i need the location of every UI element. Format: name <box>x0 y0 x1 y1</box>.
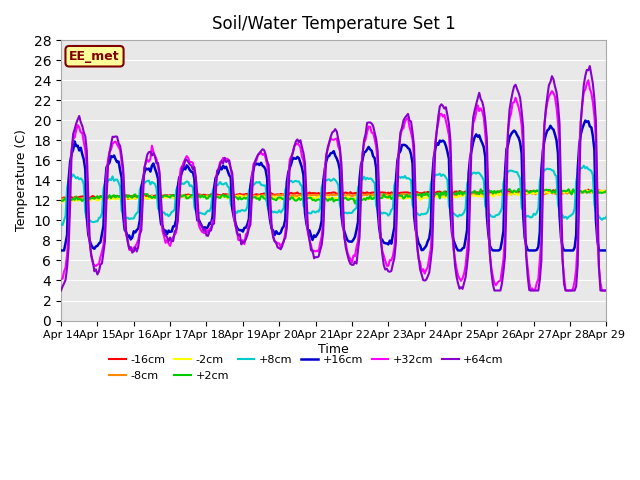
-2cm <box>398 194 406 200</box>
+32cm <box>538 237 545 242</box>
Line: +16cm: +16cm <box>61 120 607 251</box>
+8cm <box>387 207 395 213</box>
+2cm <box>369 196 377 202</box>
+8cm <box>57 221 65 227</box>
+16cm <box>57 248 65 253</box>
-16cm <box>398 190 406 196</box>
-2cm <box>368 196 376 202</box>
+64cm <box>386 269 394 275</box>
-16cm <box>536 188 543 194</box>
+8cm <box>369 179 377 184</box>
+8cm <box>399 175 407 180</box>
-16cm <box>57 196 65 202</box>
-2cm <box>386 195 394 201</box>
-8cm <box>601 188 609 193</box>
X-axis label: Time: Time <box>318 343 349 356</box>
+16cm <box>536 229 543 235</box>
-16cm <box>603 188 611 193</box>
Text: EE_met: EE_met <box>69 50 120 63</box>
+8cm <box>59 222 67 228</box>
+64cm <box>159 221 166 227</box>
+16cm <box>368 148 376 154</box>
+64cm <box>603 288 611 293</box>
+8cm <box>160 209 168 215</box>
-2cm <box>603 188 611 193</box>
+2cm <box>159 194 166 200</box>
+2cm <box>603 188 611 194</box>
+32cm <box>603 288 611 293</box>
-8cm <box>538 191 545 197</box>
+8cm <box>74 174 81 180</box>
-2cm <box>536 190 543 196</box>
Y-axis label: Temperature (C): Temperature (C) <box>15 130 28 231</box>
Line: +64cm: +64cm <box>61 66 607 290</box>
+2cm <box>351 201 359 206</box>
+64cm <box>536 276 543 282</box>
-8cm <box>160 194 168 200</box>
-2cm <box>583 187 591 193</box>
Line: +8cm: +8cm <box>61 166 607 225</box>
+8cm <box>580 163 588 168</box>
+32cm <box>368 130 376 135</box>
-2cm <box>159 194 166 200</box>
-8cm <box>603 190 611 196</box>
-16cm <box>386 191 394 196</box>
-8cm <box>72 197 80 203</box>
-8cm <box>57 196 65 202</box>
+64cm <box>72 120 80 126</box>
-16cm <box>72 194 80 200</box>
+2cm <box>387 196 395 202</box>
+32cm <box>57 276 65 282</box>
+2cm <box>539 187 547 193</box>
+32cm <box>530 288 538 293</box>
-8cm <box>387 192 395 197</box>
Legend: -16cm, -8cm, -2cm, +2cm, +8cm, +16cm, +32cm, +64cm: -16cm, -8cm, -2cm, +2cm, +8cm, +16cm, +3… <box>105 351 508 385</box>
+32cm <box>72 127 80 133</box>
+16cm <box>386 238 394 243</box>
+2cm <box>57 198 65 204</box>
+8cm <box>538 171 545 177</box>
Line: -16cm: -16cm <box>61 190 607 199</box>
+32cm <box>386 257 394 263</box>
Line: +2cm: +2cm <box>61 189 607 204</box>
+16cm <box>603 248 611 253</box>
+64cm <box>586 63 594 69</box>
-8cm <box>399 191 407 197</box>
+32cm <box>584 77 592 83</box>
+2cm <box>72 193 80 199</box>
Line: +32cm: +32cm <box>61 80 607 290</box>
+2cm <box>399 195 407 201</box>
+64cm <box>368 120 376 126</box>
-16cm <box>584 187 592 192</box>
+64cm <box>398 125 406 131</box>
-8cm <box>369 192 377 198</box>
Line: -2cm: -2cm <box>61 190 607 203</box>
+32cm <box>159 228 166 234</box>
+16cm <box>398 142 406 148</box>
+16cm <box>72 143 80 149</box>
-16cm <box>368 190 376 195</box>
-8cm <box>86 198 93 204</box>
+32cm <box>398 127 406 132</box>
+2cm <box>515 186 522 192</box>
Line: -8cm: -8cm <box>61 191 607 201</box>
+64cm <box>57 288 65 293</box>
+8cm <box>603 214 611 219</box>
-16cm <box>159 193 166 199</box>
Title: Soil/Water Temperature Set 1: Soil/Water Temperature Set 1 <box>212 15 456 33</box>
+16cm <box>582 118 589 123</box>
-2cm <box>72 196 80 202</box>
-2cm <box>57 200 65 205</box>
+16cm <box>159 224 166 229</box>
